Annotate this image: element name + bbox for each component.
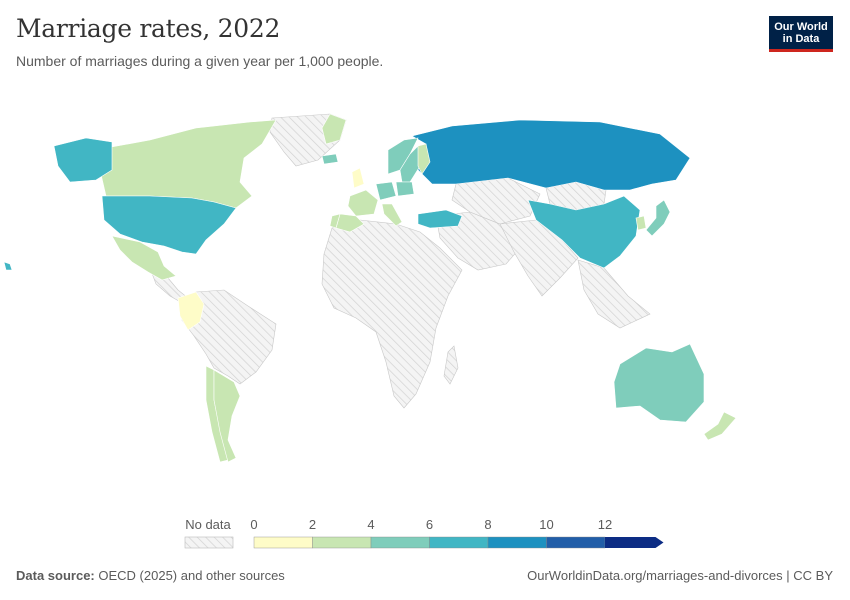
- legend-no-data-label: No data: [185, 517, 231, 532]
- legend-tick-12: 12: [598, 517, 612, 532]
- region-canada[interactable]: [99, 119, 277, 209]
- legend-tick-0: 0: [250, 517, 257, 532]
- footer-source: Data source: OECD (2025) and other sourc…: [16, 568, 285, 583]
- region-china[interactable]: [527, 195, 641, 269]
- region-poland[interactable]: [395, 181, 415, 197]
- logo-line-1: Our World: [774, 20, 828, 33]
- madagascar[interactable]: [443, 345, 459, 385]
- legend-bin-0[interactable]: [253, 536, 313, 549]
- region-finland[interactable]: [417, 143, 431, 175]
- region-new-zealand[interactable]: [703, 411, 737, 441]
- region-colombia[interactable]: [177, 291, 205, 331]
- legend-tick-4: 4: [367, 517, 374, 532]
- region-south-korea[interactable]: [635, 215, 647, 231]
- africa[interactable]: [321, 219, 463, 409]
- source-link[interactable]: OurWorldinData.org/marriages-and-divorce…: [527, 568, 833, 583]
- region-greenland[interactable]: [321, 113, 347, 145]
- region-japan[interactable]: [645, 199, 671, 237]
- region-iceland[interactable]: [321, 153, 339, 165]
- legend-bin-3[interactable]: [429, 536, 489, 549]
- chart-subtitle: Number of marriages during a given year …: [16, 53, 384, 69]
- no-data-regions: [149, 113, 651, 409]
- legend-bins: [253, 536, 664, 549]
- region-russia[interactable]: [411, 119, 691, 191]
- source-label: Data source:: [16, 568, 95, 583]
- region-portugal[interactable]: [329, 213, 341, 229]
- region-alaska[interactable]: [53, 137, 113, 183]
- world-map[interactable]: [0, 100, 850, 480]
- legend-tick-6: 6: [426, 517, 433, 532]
- legend-tick-2: 2: [309, 517, 316, 532]
- region-france[interactable]: [347, 189, 379, 217]
- logo-line-2: in Data: [782, 32, 820, 45]
- region-germany[interactable]: [375, 181, 397, 201]
- central-asia[interactable]: [451, 177, 541, 225]
- region-mexico[interactable]: [111, 235, 177, 281]
- legend-bin-1[interactable]: [312, 536, 372, 549]
- footer-url: OurWorldinData.org/marriages-and-divorce…: [527, 568, 833, 583]
- legend-bin-6[interactable]: [605, 537, 664, 548]
- legend-tick-10: 10: [539, 517, 553, 532]
- southeast-asia[interactable]: [577, 259, 651, 329]
- owid-logo[interactable]: Our World in Data: [769, 16, 833, 52]
- legend-bin-5[interactable]: [546, 536, 606, 549]
- color-legend: No data 0 2 4 6 8 10 12: [184, 517, 664, 549]
- legend-ticks: 0 2 4 6 8 10 12: [250, 517, 612, 532]
- source-text: OECD (2025) and other sources: [98, 568, 285, 583]
- region-hawaii[interactable]: [3, 261, 13, 271]
- region-italy[interactable]: [381, 203, 403, 227]
- region-united-states[interactable]: [101, 195, 237, 255]
- legend-tick-8: 8: [484, 517, 491, 532]
- region-turkey[interactable]: [417, 209, 463, 229]
- legend-no-data-swatch[interactable]: [184, 536, 234, 549]
- data-regions: [3, 113, 737, 463]
- region-united-kingdom[interactable]: [351, 167, 365, 189]
- region-australia[interactable]: [613, 343, 705, 423]
- region-argentina[interactable]: [213, 369, 241, 463]
- chart-title: Marriage rates, 2022: [16, 14, 281, 43]
- legend-bin-2[interactable]: [370, 536, 430, 549]
- legend-bin-4[interactable]: [487, 536, 547, 549]
